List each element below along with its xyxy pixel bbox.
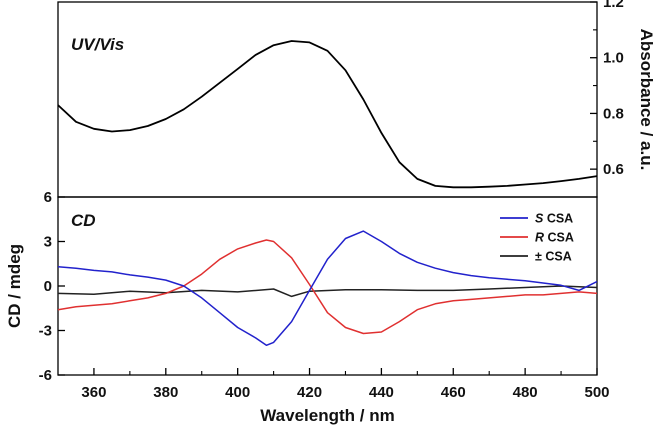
cd-plot-frame: [57, 196, 598, 376]
uvvis-y-tick-label: 1.2: [603, 0, 624, 11]
x-tick-label: 420: [297, 384, 322, 401]
uvvis-tick-labels: 1.2 1.0 0.8 0.6: [603, 0, 624, 178]
legend-label: R CSA: [535, 231, 574, 245]
uvvis-y-tick-label: 1.0: [603, 50, 624, 67]
cd-y-tick-label: 3: [44, 234, 52, 251]
x-tick-label: 440: [369, 384, 394, 401]
x-axis-title: Wavelength / nm: [260, 406, 394, 425]
cd-series-line: [57, 285, 598, 298]
cd-y-tick-label: -3: [39, 323, 52, 340]
x-tick-label: 500: [584, 384, 609, 401]
uvvis-panel-label: UV/Vis: [71, 35, 124, 54]
cd-y-axis-title: CD / mdeg: [5, 244, 24, 328]
legend-label-suffix: CSA: [543, 212, 573, 226]
uvvis-y-axis-title: Absorbance / a.u.: [637, 29, 654, 171]
cd-y-tick-label: 6: [44, 189, 52, 206]
legend-label: ± CSA: [535, 250, 572, 264]
legend-label-suffix: CSA: [542, 250, 572, 264]
legend-label: S CSA: [535, 212, 573, 226]
cd-series-line: [57, 239, 598, 335]
uvvis-tick-marks: [590, 1, 597, 170]
x-tick-label: 380: [153, 384, 178, 401]
legend-label-prefix: R: [535, 231, 544, 245]
cd-panel: 6 3 0 -3 -6 360 380 400 420 440 460 480 500 CD CD / …: [5, 189, 610, 425]
x-tick-label: 460: [441, 384, 466, 401]
cd-y-tick-label: 0: [44, 278, 52, 295]
legend-label-suffix: CSA: [544, 231, 574, 245]
uvvis-y-tick-label: 0.8: [603, 105, 624, 122]
x-tick-label: 480: [513, 384, 538, 401]
uvvis-panel: 1.2 1.0 0.8 0.6 UV/Vis Absorbance / a.u.: [57, 0, 654, 198]
cd-panel-label: CD: [71, 211, 96, 230]
x-tick-label: 360: [81, 384, 106, 401]
legend-label-prefix: S: [535, 212, 544, 226]
uvvis-series: [57, 40, 598, 189]
cd-tick-marks: [58, 196, 598, 376]
uvvis-y-tick-label: 0.6: [603, 161, 624, 178]
cd-series: [57, 230, 598, 347]
uvvis-plot-frame: [57, 1, 598, 198]
uvvis-absorbance-line: [57, 40, 598, 189]
legend-label-prefix: ±: [535, 250, 542, 264]
x-tick-label: 400: [225, 384, 250, 401]
cd-series-line: [57, 230, 598, 347]
cd-y-tick-label: -6: [39, 367, 52, 384]
cd-tick-labels: 6 3 0 -3 -6 360 380 400 420 440 460 480 500: [39, 189, 610, 401]
